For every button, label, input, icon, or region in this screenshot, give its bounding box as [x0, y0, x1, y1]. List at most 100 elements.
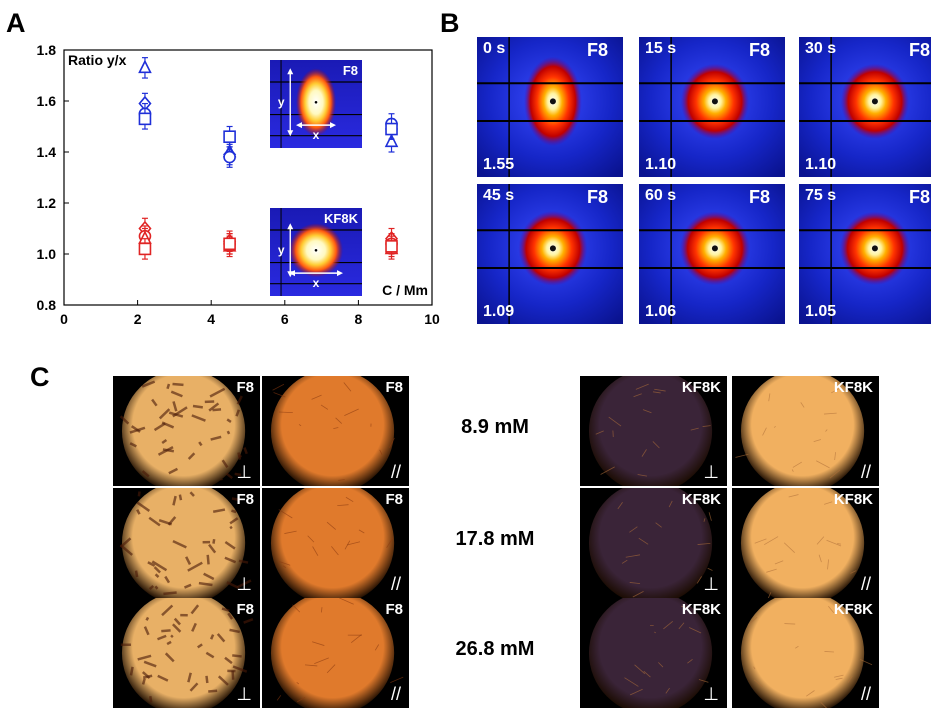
parallel-polarizer-symbol: // — [391, 684, 401, 705]
plot-frame — [64, 50, 432, 305]
y-tick-label: 0.8 — [37, 297, 57, 313]
texture-streak — [163, 450, 174, 452]
data-point — [386, 124, 397, 135]
diffraction-tile: 60 s F8 1.06 — [639, 184, 785, 324]
texture-streak — [238, 396, 242, 404]
sample-label: KF8K — [834, 601, 873, 618]
texture-streak — [208, 691, 217, 692]
crossed-polarizer-symbol: ⊥ — [703, 684, 719, 705]
data-point — [224, 131, 235, 142]
diffraction-tile: 45 s F8 1.09 — [477, 184, 623, 324]
parallel-polarizer-symbol: // — [391, 462, 401, 483]
texture-streak — [233, 671, 234, 680]
x-tick-label: 8 — [355, 311, 363, 327]
texture-streak — [232, 655, 241, 656]
micrograph-tile: F8⊥ — [113, 598, 260, 708]
parallel-polarizer-symbol: // — [861, 574, 871, 595]
sample-label: F8 — [749, 187, 770, 208]
texture-streak — [708, 568, 713, 570]
field-of-view — [271, 598, 394, 708]
texture-streak — [709, 512, 711, 520]
x-dimension-label: x — [313, 128, 320, 142]
time-label: 15 s — [645, 40, 676, 58]
texture-streak — [212, 409, 221, 410]
texture-streak — [244, 619, 253, 622]
texture-streak — [131, 667, 133, 676]
x-dimension-label: x — [313, 276, 320, 290]
micrograph-tile: F8// — [262, 598, 409, 708]
crossed-polarizer-symbol: ⊥ — [703, 574, 719, 595]
texture-streak — [208, 555, 209, 565]
crossed-polarizer-symbol: ⊥ — [236, 462, 252, 483]
time-label: 45 s — [483, 187, 514, 205]
time-label: 60 s — [645, 187, 676, 205]
sample-label: KF8K — [834, 379, 873, 396]
texture-streak — [390, 677, 403, 682]
ratio-label: 1.10 — [805, 156, 836, 174]
texture-streak — [167, 384, 168, 389]
sample-label: F8 — [749, 40, 770, 61]
beam-stop — [315, 249, 318, 252]
sample-label: KF8K — [834, 491, 873, 508]
micrograph-tile: KF8K⊥ — [580, 598, 727, 708]
y-tick-label: 1.2 — [37, 195, 57, 211]
sample-label: F8 — [587, 40, 608, 61]
ratio-label: 1.06 — [645, 303, 676, 321]
x-tick-label: 6 — [281, 311, 289, 327]
x-tick-label: 10 — [424, 311, 440, 327]
micrograph-tile: F8 // — [262, 376, 409, 486]
micrograph-tile: F8// — [262, 488, 409, 598]
beam-stop — [872, 98, 878, 104]
texture-streak — [824, 651, 833, 652]
texture-streak — [277, 695, 281, 700]
ratio-label: 1.09 — [483, 303, 514, 321]
beam-stop — [712, 245, 718, 251]
sample-label: F8 — [909, 187, 930, 208]
texture-streak — [213, 539, 214, 543]
micrograph-tile: KF8K⊥ — [580, 376, 727, 486]
sample-label: F8 — [587, 187, 608, 208]
parallel-polarizer-symbol: // — [861, 462, 871, 483]
time-label: 0 s — [483, 40, 505, 58]
y-tick-label: 1.6 — [37, 93, 57, 109]
texture-streak — [244, 448, 246, 454]
data-point — [224, 238, 235, 249]
beam-stop — [872, 245, 878, 251]
y-dimension-label: y — [278, 95, 285, 109]
texture-streak — [143, 679, 145, 685]
x-tick-label: 2 — [134, 311, 142, 327]
concentration-label: 8.9 mM — [420, 416, 570, 439]
data-point — [224, 152, 235, 163]
x-tick-label: 0 — [60, 311, 68, 327]
texture-streak — [163, 592, 176, 593]
field-of-view — [271, 376, 394, 486]
texture-streak — [193, 406, 203, 407]
texture-streak — [180, 495, 181, 500]
micrograph-tile: KF8K// — [732, 598, 879, 708]
texture-streak — [147, 617, 149, 620]
sample-label: F8 — [385, 379, 403, 396]
texture-streak — [139, 492, 140, 497]
micrograph-tile: KF8K⊥ — [580, 488, 727, 598]
sample-label: F8 — [236, 379, 254, 396]
texture-streak — [228, 431, 229, 434]
data-point — [139, 243, 150, 254]
beam-stop — [712, 98, 718, 104]
inset-label: KF8K — [324, 211, 359, 226]
micrograph-tile: F8⊥ — [113, 488, 260, 598]
sample-label: F8 — [385, 491, 403, 508]
data-point — [139, 61, 150, 72]
panel-label-c: C — [30, 362, 50, 393]
concentration-label: 26.8 mM — [420, 638, 570, 661]
data-point — [386, 241, 397, 252]
crossed-polarizer-symbol: ⊥ — [236, 684, 252, 705]
y-tick-label: 1.0 — [37, 246, 57, 262]
crossed-polarizer-symbol: ⊥ — [703, 462, 719, 483]
texture-streak — [173, 384, 184, 385]
